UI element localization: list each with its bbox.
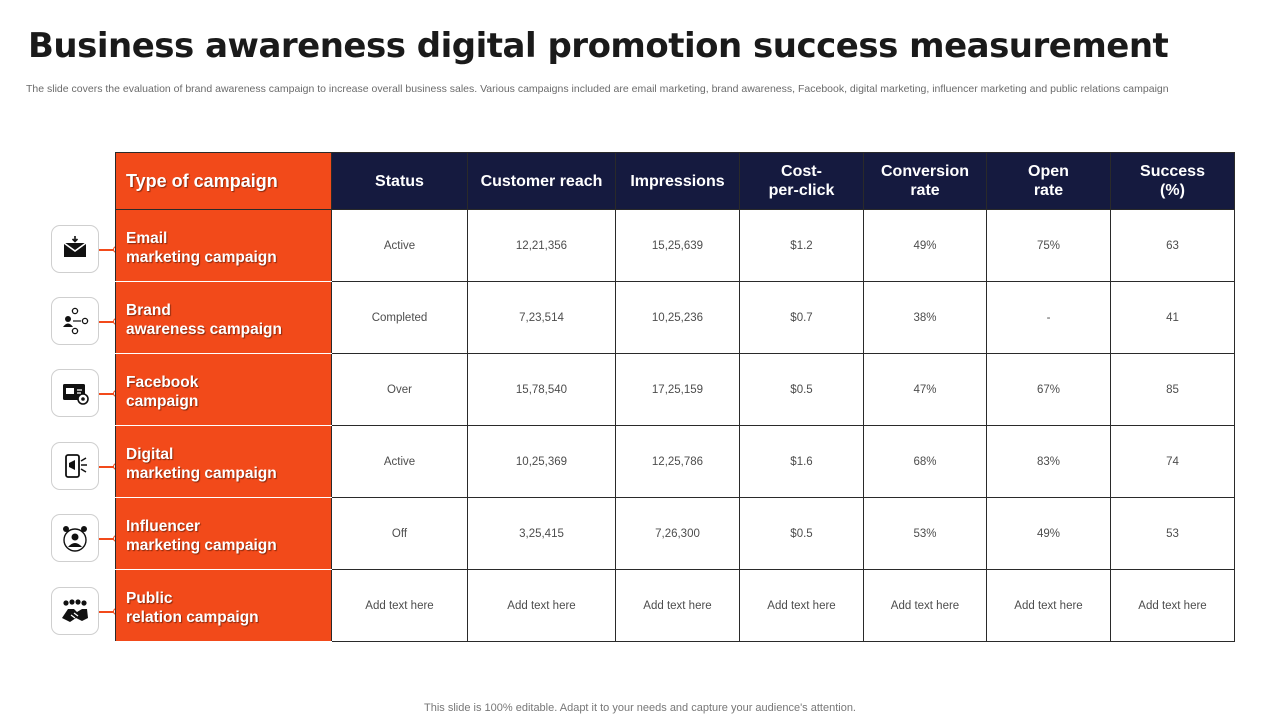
impressions-cell: 7,26,300 (615, 497, 740, 570)
handshake-group-icon (51, 587, 99, 635)
impressions-cell: Add text here (615, 569, 740, 642)
envelope-icon (51, 225, 99, 273)
conversion-cell: Add text here (863, 569, 987, 642)
connector (99, 390, 120, 396)
campaign-table: Type of campaign Status Customer reach I… (115, 152, 1235, 642)
campaign-name-line: marketing campaign (126, 249, 277, 266)
open-rate-cell: Add text here (986, 569, 1111, 642)
header-line: Cost- (781, 163, 822, 180)
footer-note: This slide is 100% editable. Adapt it to… (424, 702, 856, 714)
table-row: Email marketing campaign Active 12,21,356… (115, 209, 1235, 282)
table-row: Digital marketing campaign Active 10,25,3… (115, 425, 1235, 498)
campaign-name-line: Brand (126, 302, 171, 319)
open-rate-cell: 83% (986, 425, 1111, 498)
connector (99, 318, 120, 324)
status-cell: Active (331, 425, 468, 498)
status-cell: Off (331, 497, 468, 570)
table-row: Public relation campaign Add text here Ad… (115, 569, 1235, 642)
header-line: Success (1140, 163, 1205, 180)
screen-settings-icon (51, 369, 99, 417)
success-cell: 63 (1110, 209, 1235, 282)
connector (99, 246, 120, 252)
header-impressions: Impressions (615, 152, 740, 210)
connector (99, 535, 120, 541)
success-cell: 85 (1110, 353, 1235, 426)
phone-megaphone-icon (51, 442, 99, 490)
campaign-name-line: Public (126, 590, 173, 607)
campaign-name-line: marketing campaign (126, 465, 277, 482)
conversion-cell: 68% (863, 425, 987, 498)
reach-cell: 7,23,514 (467, 281, 616, 354)
open-rate-cell: - (986, 281, 1111, 354)
header-cost-per-click: Cost-per-click (739, 152, 864, 210)
campaign-name: Email marketing campaign (115, 209, 332, 282)
open-rate-cell: 75% (986, 209, 1111, 282)
campaign-name-line: marketing campaign (126, 537, 277, 554)
open-rate-cell: 67% (986, 353, 1111, 426)
open-rate-cell: 49% (986, 497, 1111, 570)
campaign-name: Brand awareness campaign (115, 281, 332, 354)
campaign-name: Digital marketing campaign (115, 425, 332, 498)
header-open-rate: Open rate (986, 152, 1111, 210)
page-title: Business awareness digital promotion suc… (28, 26, 1169, 66)
header-status: Status (331, 152, 468, 210)
cpc-cell: $1.2 (739, 209, 864, 282)
campaign-name-line: Email (126, 230, 168, 247)
campaign-name: Public relation campaign (115, 569, 332, 642)
campaign-name: Influencer marketing campaign (115, 497, 332, 570)
people-network-icon (51, 297, 99, 345)
header-line: per-click (768, 182, 835, 199)
impressions-cell: 12,25,786 (615, 425, 740, 498)
status-cell: Completed (331, 281, 468, 354)
campaign-name-line: Digital (126, 446, 174, 463)
cpc-cell: $1.6 (739, 425, 864, 498)
header-line: rate (1033, 182, 1064, 199)
conversion-cell: 49% (863, 209, 987, 282)
conversion-cell: 38% (863, 281, 987, 354)
header-line: rate (910, 182, 940, 199)
table-header-row: Type of campaign Status Customer reach I… (115, 152, 1235, 210)
impressions-cell: 15,25,639 (615, 209, 740, 282)
campaign-name-line: Influencer (126, 518, 201, 535)
reach-cell: 3,25,415 (467, 497, 616, 570)
page-subtitle: The slide covers the evaluation of brand… (26, 83, 1169, 95)
campaign-name-line: campaign (126, 393, 199, 410)
campaign-name-line: Facebook (126, 374, 199, 391)
header-type-of-campaign: Type of campaign (115, 152, 332, 210)
impressions-cell: 10,25,236 (615, 281, 740, 354)
status-cell: Active (331, 209, 468, 282)
conversion-cell: 53% (863, 497, 987, 570)
status-cell: Over (331, 353, 468, 426)
campaign-name-line: awareness campaign (126, 321, 282, 338)
reach-cell: 15,78,540 (467, 353, 616, 426)
reach-cell: Add text here (467, 569, 616, 642)
table-row: Brand awareness campaign Completed 7,23,5… (115, 281, 1235, 354)
cpc-cell: Add text here (739, 569, 864, 642)
header-conversion-rate: Conversion rate (863, 152, 987, 210)
success-cell: Add text here (1110, 569, 1235, 642)
header-line: Open (1028, 163, 1069, 180)
campaign-name-line: relation campaign (126, 609, 259, 626)
success-cell: 74 (1110, 425, 1235, 498)
status-cell: Add text here (331, 569, 468, 642)
header-success: Success (%) (1110, 152, 1235, 210)
impressions-cell: 17,25,159 (615, 353, 740, 426)
influencer-icon (51, 514, 99, 562)
success-cell: 53 (1110, 497, 1235, 570)
header-line: Conversion (880, 163, 969, 180)
cpc-cell: $0.5 (739, 497, 864, 570)
cpc-cell: $0.7 (739, 281, 864, 354)
reach-cell: 10,25,369 (467, 425, 616, 498)
success-cell: 41 (1110, 281, 1235, 354)
campaign-name: Facebook campaign (115, 353, 332, 426)
header-customer-reach: Customer reach (467, 152, 616, 210)
reach-cell: 12,21,356 (467, 209, 616, 282)
conversion-cell: 47% (863, 353, 987, 426)
connector (99, 608, 120, 614)
table-row: Influencer marketing campaign Off 3,25,41… (115, 497, 1235, 570)
cpc-cell: $0.5 (739, 353, 864, 426)
connector (99, 463, 120, 469)
header-line: (%) (1160, 182, 1185, 199)
table-row: Facebook campaign Over 15,78,540 17,25,15… (115, 353, 1235, 426)
